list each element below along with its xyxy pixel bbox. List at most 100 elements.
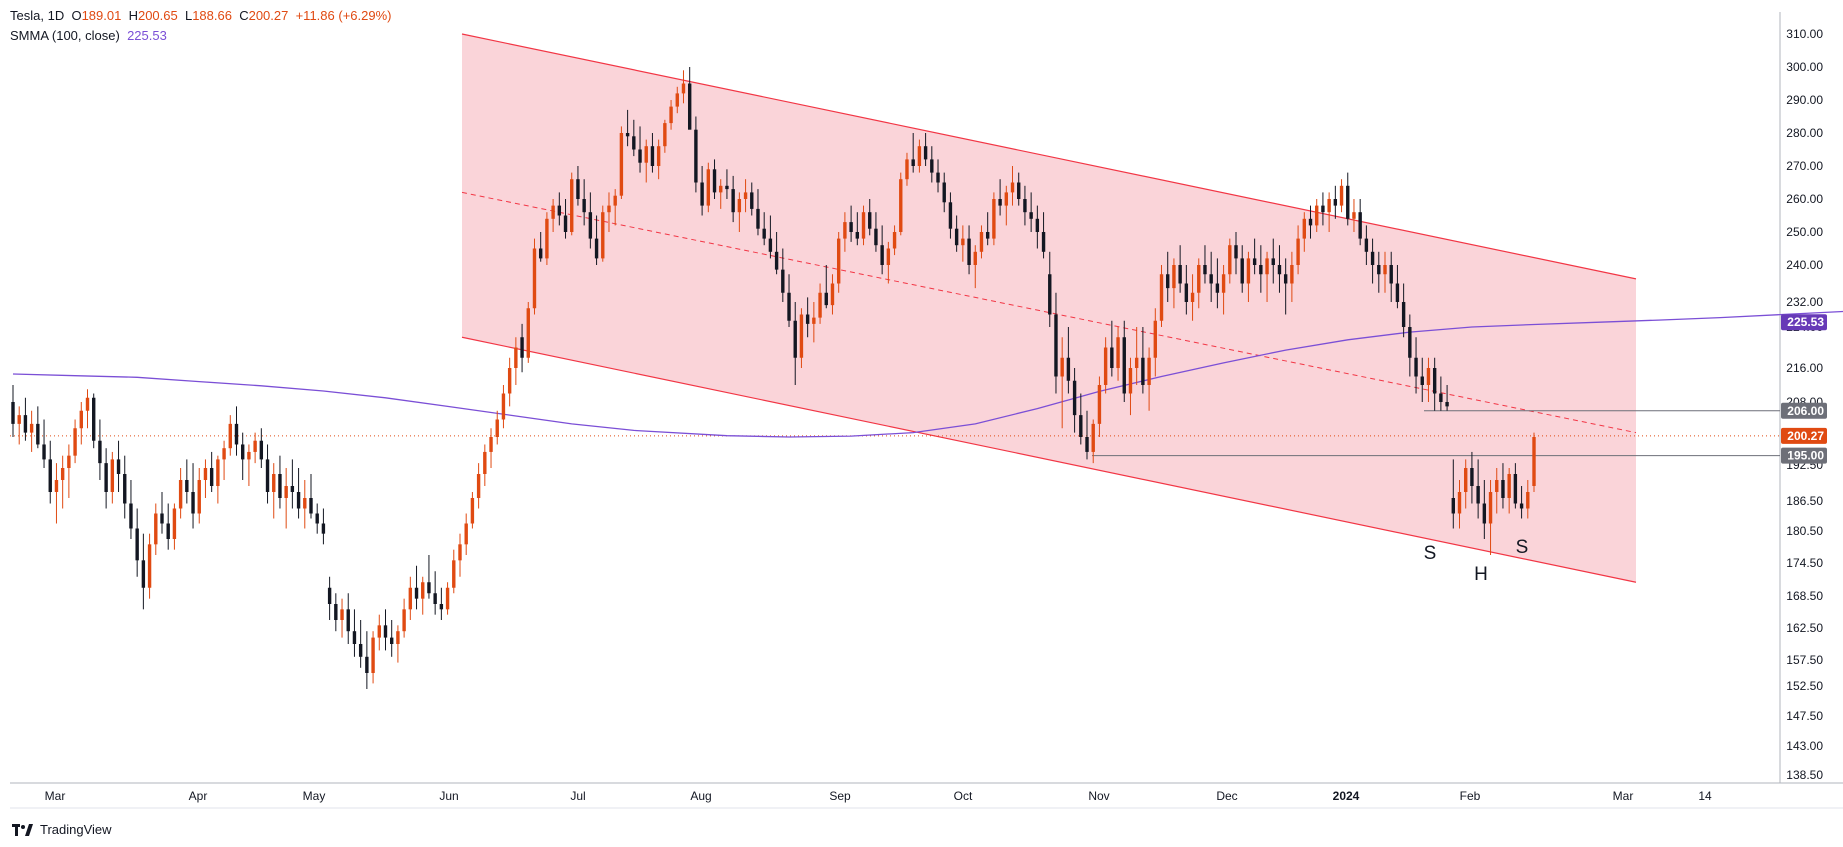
candle-body bbox=[954, 228, 959, 246]
candle-body bbox=[625, 133, 630, 137]
candle-body bbox=[1240, 258, 1244, 284]
candle-body bbox=[1159, 274, 1164, 321]
candle-body bbox=[632, 136, 636, 150]
candle-body bbox=[1364, 238, 1369, 252]
candle-body bbox=[1054, 314, 1058, 377]
candle-body bbox=[725, 185, 729, 190]
candle-body bbox=[942, 182, 946, 203]
candle-body bbox=[886, 248, 891, 265]
candle-body bbox=[1377, 265, 1381, 275]
candle-body bbox=[321, 523, 326, 534]
price-tick-label: 250.00 bbox=[1786, 225, 1823, 239]
candle-body bbox=[1048, 274, 1052, 315]
chart-legend: Tesla, 1D O189.01 H200.65 L188.66 C200.2… bbox=[10, 6, 391, 46]
candle-body bbox=[930, 159, 934, 173]
candle-body bbox=[985, 232, 990, 239]
time-axis[interactable]: Mar Apr May Jun Jul Aug Sep Oct Nov Dec 2024 Feb Mar… bbox=[45, 789, 1712, 803]
legend-smma-row[interactable]: SMMA (100, close) 225.53 bbox=[10, 26, 391, 46]
candle-body bbox=[588, 212, 593, 239]
candle-body bbox=[1283, 274, 1288, 284]
candle-body bbox=[296, 492, 301, 509]
price-axis[interactable]: 310.00 300.00 290.00 280.00 270.00 260.00 250.… bbox=[1786, 27, 1823, 782]
candle-body bbox=[830, 283, 835, 306]
candle-body bbox=[905, 159, 909, 180]
candle-body bbox=[1172, 265, 1176, 289]
candle-body bbox=[843, 222, 847, 239]
candle-body bbox=[445, 587, 450, 610]
level-195-badge-text: 195.00 bbox=[1787, 449, 1824, 463]
interval-label[interactable]: 1D bbox=[47, 8, 65, 23]
candle-body bbox=[514, 347, 518, 368]
candle-body bbox=[1532, 437, 1536, 486]
candle-body bbox=[309, 498, 313, 514]
candle-body bbox=[743, 192, 748, 199]
candle-body bbox=[377, 625, 381, 638]
candle-body bbox=[358, 644, 363, 657]
candle-body bbox=[998, 199, 1002, 206]
candle-body bbox=[762, 228, 766, 239]
date-tick-label: Dec bbox=[1216, 789, 1237, 803]
candle-body bbox=[532, 248, 537, 309]
candle-body bbox=[129, 503, 133, 529]
candle-body bbox=[1482, 503, 1487, 524]
date-tick-label: Apr bbox=[189, 789, 208, 803]
candle-body bbox=[1029, 212, 1033, 219]
candle-body bbox=[880, 245, 884, 265]
candle-body bbox=[1209, 274, 1213, 284]
change-value: +11.86 (+6.29%) bbox=[295, 8, 392, 23]
candle-body bbox=[1451, 498, 1455, 514]
candle-body bbox=[1358, 212, 1362, 239]
head-label: H bbox=[1474, 564, 1488, 585]
date-tick-label: Mar bbox=[45, 789, 66, 803]
candle-body bbox=[495, 419, 499, 437]
close-value: 200.27 bbox=[248, 8, 289, 23]
candle-body bbox=[1370, 251, 1375, 265]
candle-body bbox=[23, 415, 28, 433]
candle-body bbox=[166, 523, 170, 539]
candle-body bbox=[1060, 357, 1064, 377]
tradingview-logo-icon bbox=[12, 823, 33, 836]
candle-body bbox=[936, 172, 940, 183]
candle-body bbox=[967, 238, 971, 265]
candle-body bbox=[408, 587, 413, 610]
candle-body bbox=[154, 513, 158, 545]
price-tick-label: 138.50 bbox=[1786, 768, 1823, 782]
candle-body bbox=[352, 631, 357, 644]
candle-body bbox=[1327, 199, 1331, 213]
price-tick-label: 290.00 bbox=[1786, 93, 1823, 107]
candle-body bbox=[79, 410, 83, 429]
smma-price-badge bbox=[1781, 314, 1827, 331]
candle-body bbox=[868, 212, 872, 229]
candle-body bbox=[29, 423, 34, 433]
candle-body bbox=[1488, 492, 1493, 524]
candle-body bbox=[1457, 492, 1462, 514]
candle-body bbox=[464, 523, 468, 545]
symbol-name[interactable]: Tesla bbox=[10, 8, 41, 23]
candle-body bbox=[1265, 258, 1269, 275]
candle-body bbox=[1085, 437, 1089, 452]
candle-body bbox=[1513, 474, 1518, 504]
candle-body bbox=[824, 292, 828, 306]
candle-body bbox=[389, 637, 394, 644]
open-value: 189.01 bbox=[81, 8, 122, 23]
candle-body bbox=[1395, 283, 1400, 302]
price-badges: 225.53 206.00 200.27 195.00 bbox=[1781, 314, 1827, 464]
candle-body bbox=[253, 440, 257, 452]
candle-body bbox=[719, 185, 723, 193]
candle-body bbox=[1215, 283, 1220, 293]
candle-body bbox=[1271, 258, 1275, 265]
candle-body bbox=[805, 314, 810, 324]
candle-body bbox=[1315, 205, 1319, 226]
candle-body bbox=[216, 459, 220, 486]
candle-body bbox=[638, 149, 642, 163]
candle-body bbox=[1252, 258, 1257, 265]
chart-frame bbox=[10, 12, 1843, 809]
last-price-badge-text: 200.27 bbox=[1787, 429, 1824, 443]
price-tick-label: 180.50 bbox=[1786, 524, 1823, 538]
candle-body bbox=[452, 560, 456, 588]
candle-body bbox=[414, 587, 419, 599]
candle-body bbox=[54, 480, 59, 492]
high-value: 200.65 bbox=[137, 8, 178, 23]
tradingview-brand[interactable]: TradingView bbox=[12, 822, 112, 837]
